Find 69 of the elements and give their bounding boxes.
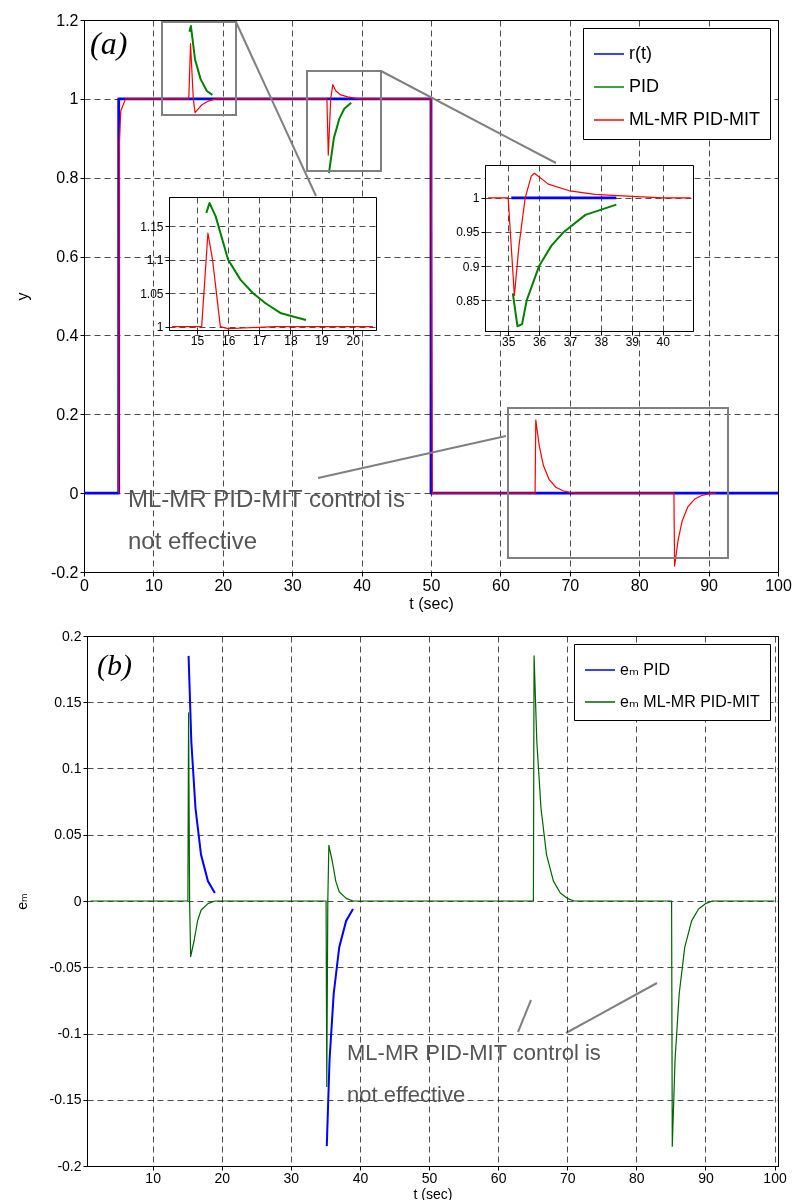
x-tick-label: 35	[502, 334, 516, 349]
y-tick-label: 0.6	[56, 248, 79, 266]
x-tick-label: 40	[352, 1169, 369, 1186]
y-tick-label: 1.05	[140, 286, 164, 301]
x-tick-label: 70	[561, 576, 580, 594]
y-tick-label: 1.2	[56, 11, 79, 29]
x-tick-label: 16	[221, 333, 236, 348]
x-tick-label: 10	[145, 576, 163, 594]
legend-label: r(t)	[629, 43, 652, 63]
y-tick-label: 0	[69, 484, 79, 502]
x-tick-label: 50	[421, 1169, 438, 1186]
x-tick-label: 20	[214, 576, 233, 594]
y-tick-label: 0.2	[62, 627, 82, 644]
x-axis-title: t (sec)	[409, 594, 454, 612]
x-tick-label: 30	[283, 576, 302, 594]
y-tick-label: 0.9	[462, 259, 480, 274]
y-tick-label: 0.8	[56, 169, 79, 187]
y-tick-label: 0	[73, 892, 82, 909]
x-tick-label: 60	[492, 576, 510, 594]
y-tick-label: 1	[69, 90, 79, 108]
x-tick-label: 38	[594, 334, 609, 349]
x-tick-label: 15	[190, 333, 205, 348]
legend-label: ML-MR PID-MIT	[629, 109, 760, 129]
legend-label: eₘ ML-MR PID-MIT	[620, 693, 760, 710]
x-tick-label: 40	[353, 576, 372, 594]
x-tick-label: 37	[563, 334, 578, 349]
y-tick-label: 1.1	[146, 253, 164, 268]
x-tick-label: 100	[763, 1169, 787, 1186]
y-tick-label: 1.15	[140, 219, 164, 234]
y-tick-label: 1	[472, 191, 480, 206]
y-tick-label: 0.95	[456, 225, 480, 240]
y-tick-label: 0.4	[56, 326, 79, 344]
x-tick-label: 17	[253, 333, 267, 348]
x-tick-label: 39	[625, 334, 640, 349]
y-tick-label: -0.2	[50, 563, 79, 581]
x-tick-label: 100	[765, 576, 792, 594]
annotation: ML-MR PID-MIT control is not effective	[347, 1040, 601, 1107]
chart-title: (a)	[90, 25, 128, 61]
y-axis-title: eₘ	[13, 893, 30, 910]
x-tick-label: 19	[315, 333, 330, 348]
chart-title: (b)	[97, 648, 132, 682]
y-tick-label: -0.15	[49, 1091, 82, 1108]
x-tick-label: 80	[629, 1169, 645, 1186]
y-tick-label: 1	[156, 320, 164, 335]
y-tick-label: 0.1	[62, 760, 82, 776]
y-tick-label: 0.05	[54, 826, 82, 843]
x-tick-label: 50	[422, 576, 441, 594]
x-tick-label: 60	[490, 1169, 507, 1186]
x-tick-label: 20	[346, 333, 361, 348]
y-tick-label: -0.1	[57, 1025, 82, 1041]
x-tick-label: 20	[214, 1169, 231, 1186]
legend-label: eₘ PID	[620, 661, 670, 678]
y-tick-label: 0.2	[56, 405, 79, 423]
y-tick-label: -0.05	[49, 958, 82, 975]
x-tick-label: 80	[630, 576, 649, 594]
x-tick-label: 30	[283, 1169, 300, 1186]
x-tick-label: 70	[559, 1169, 576, 1186]
x-tick-label: 90	[700, 576, 719, 594]
x-tick-label: 18	[284, 333, 298, 348]
y-tick-label: 0.15	[54, 693, 82, 710]
legend-label: PID	[629, 76, 660, 96]
x-tick-label: 90	[698, 1169, 714, 1186]
y-tick-label: -0.2	[57, 1157, 82, 1174]
x-tick-label: 36	[532, 334, 547, 349]
x-tick-label: 40	[656, 334, 671, 349]
annotation: ML-MR PID-MIT control is not effective	[128, 485, 405, 554]
y-axis-title: y	[13, 292, 31, 301]
y-tick-label: 0.85	[456, 293, 480, 308]
x-tick-label: 10	[145, 1169, 162, 1186]
